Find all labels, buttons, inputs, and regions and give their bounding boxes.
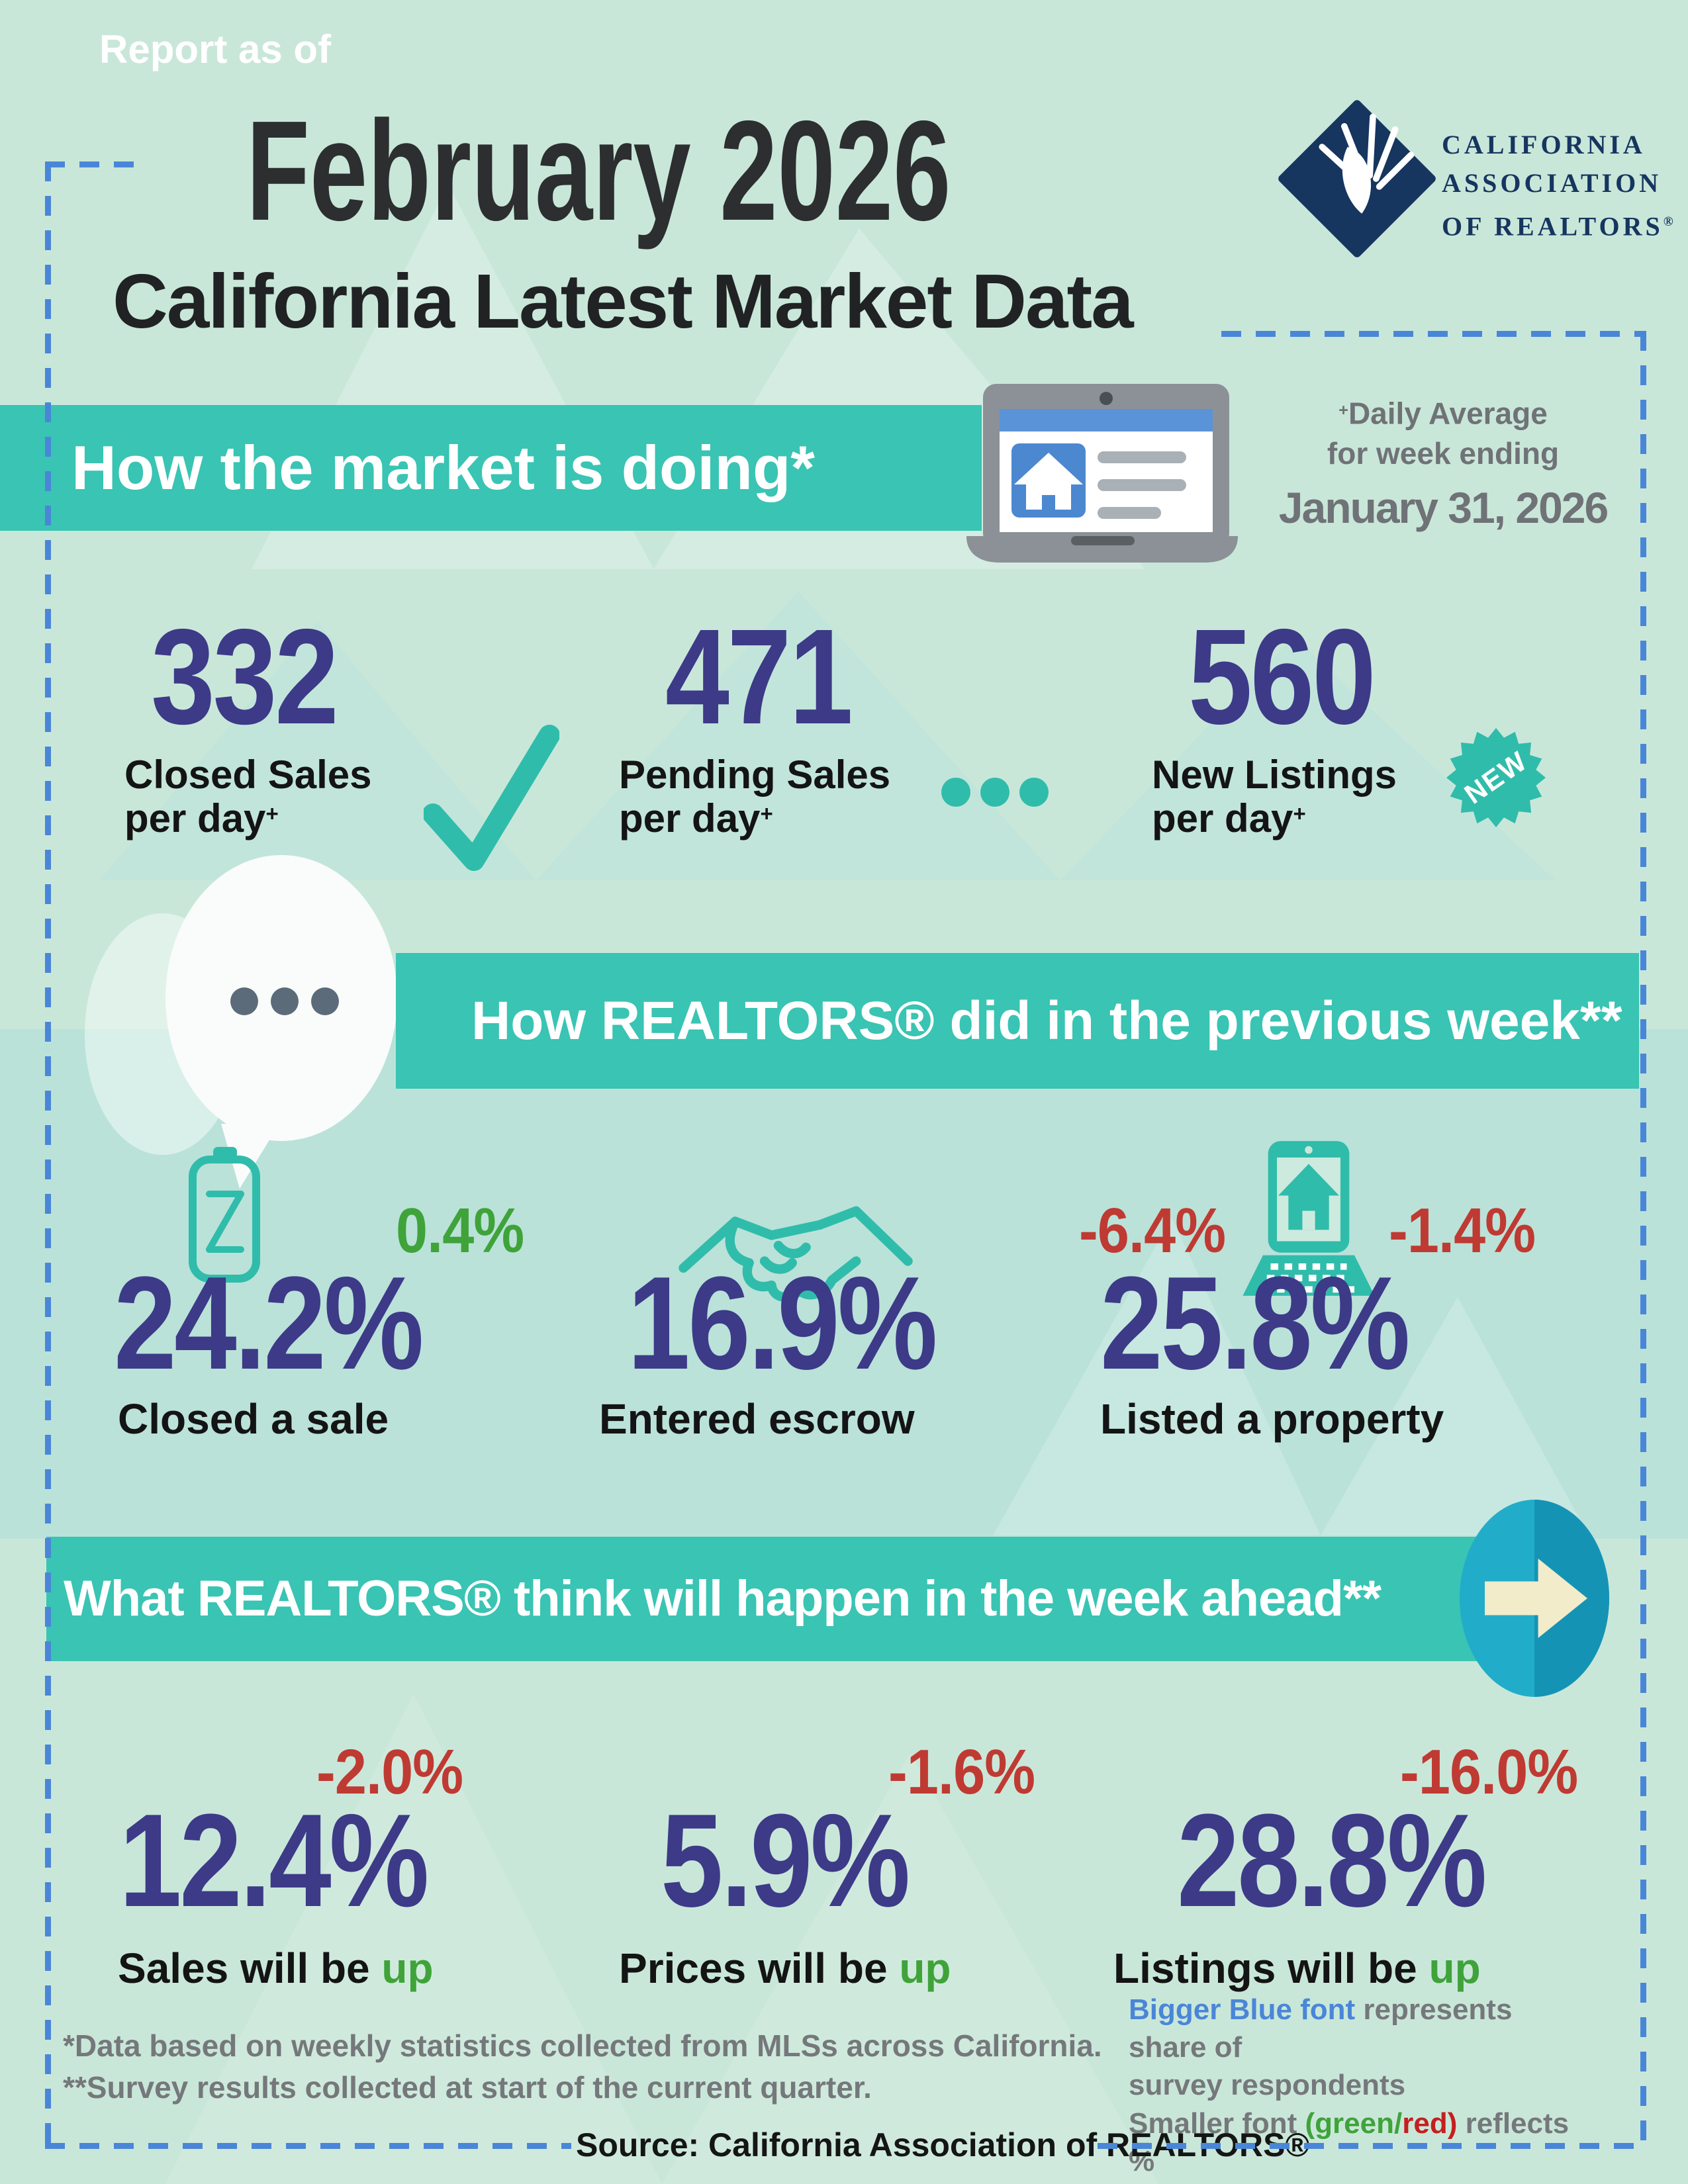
legend-red-part: red) <box>1402 2107 1458 2140</box>
month-title: February 2026 <box>246 91 951 250</box>
closed-sale-label: Closed a sale <box>118 1395 389 1443</box>
page-title: California Latest Market Data <box>113 258 1134 344</box>
legend-line1: Bigger Blue font represents share of <box>1129 1993 1513 2064</box>
daily-average-date: January 31, 2026 <box>1278 482 1609 532</box>
car-logo-text: CALIFORNIA ASSOCIATION OF REALTORS® <box>1442 126 1677 246</box>
listings-up-change: -16.0% <box>1400 1737 1578 1807</box>
ellipsis-icon <box>941 778 1049 807</box>
entered-escrow-change: -6.4% <box>1079 1195 1226 1266</box>
legend: Bigger Blue font represents share of sur… <box>1129 1991 1592 2184</box>
new-listings-value: 560 <box>1188 601 1376 752</box>
entered-escrow-value: 16.9% <box>628 1250 937 1397</box>
border-left <box>45 161 51 2146</box>
report-as-of-label: Report as of <box>99 27 332 71</box>
closed-sales-value: 332 <box>151 601 339 752</box>
prices-up-suffix: up <box>899 1944 951 1992</box>
week-ahead-banner: What REALTORS® think will happen in the … <box>46 1537 1499 1661</box>
arrow-circle-icon <box>1460 1500 1609 1697</box>
entered-escrow-label: Entered escrow <box>599 1395 915 1443</box>
checkmark-icon <box>424 725 559 871</box>
source-label: Source: California Association of REALTO… <box>576 2126 1310 2163</box>
listed-property-label: Listed a property <box>1100 1395 1444 1443</box>
closed-sale-change: 0.4% <box>396 1195 524 1266</box>
car-logo-line2: ASSOCIATION <box>1442 168 1662 198</box>
car-logo: CALIFORNIA ASSOCIATION OF REALTORS® <box>1278 99 1673 265</box>
speech-bubble-dots-icon <box>230 987 339 1015</box>
market-banner-label: How the market is doing* <box>71 433 815 502</box>
legend-line4: change from previous quarter <box>1129 2180 1592 2184</box>
pending-sales-value: 471 <box>665 601 853 752</box>
market-banner: How the market is doing* <box>0 405 982 531</box>
sales-up-label: Sales will be up <box>118 1944 434 1992</box>
closed-sale-value: 24.2% <box>114 1250 424 1397</box>
border-bottom-left <box>45 2143 571 2149</box>
previous-week-banner-label: How REALTORS® did in the previous week** <box>471 991 1622 1051</box>
footnote-line1: *Data based on weekly statistics collect… <box>63 2028 1102 2063</box>
week-ahead-banner-label: What REALTORS® think will happen in the … <box>64 1570 1382 1627</box>
listed-property-change: -1.4% <box>1389 1195 1536 1266</box>
listings-up-label: Listings will be up <box>1113 1944 1481 1992</box>
footnotes: *Data based on weekly statistics collect… <box>63 2025 1102 2109</box>
listed-property-value: 25.8% <box>1100 1250 1410 1397</box>
laptop-house-icon <box>1243 1141 1375 1296</box>
daily-average-note: +Daily Average for week ending January 3… <box>1251 390 1635 533</box>
prices-up-value: 5.9% <box>661 1787 910 1934</box>
new-badge: NEW <box>1446 728 1546 827</box>
border-top-left-stub <box>45 161 134 167</box>
laptop-icon <box>966 384 1238 563</box>
car-logo-diamond-icon <box>1278 100 1436 257</box>
legend-green-part: (green <box>1305 2107 1394 2140</box>
border-bottom-right <box>1098 2143 1646 2149</box>
pending-sales-label: Pending Sales per day+ <box>619 752 891 841</box>
car-logo-reg: ® <box>1663 214 1677 229</box>
previous-week-banner: How REALTORS® did in the previous week** <box>396 953 1639 1089</box>
closed-sales-label: Closed Sales per day+ <box>124 752 372 841</box>
sales-up-suffix: up <box>381 1944 434 1992</box>
sales-up-value: 12.4% <box>119 1787 429 1934</box>
legend-line3: Smaller font (green/red) reflects % <box>1129 2107 1570 2177</box>
clipboard-icon <box>189 1147 260 1283</box>
legend-line2: survey respondents <box>1129 2069 1406 2102</box>
legend-blue-part: Bigger Blue font <box>1129 1993 1356 2026</box>
listings-up-suffix: up <box>1429 1944 1481 1992</box>
car-logo-line3: OF REALTORS® <box>1442 211 1677 242</box>
border-top-right <box>1221 331 1646 337</box>
daily-average-line1: +Daily Average <box>1338 396 1548 431</box>
daily-average-line2: for week ending <box>1327 435 1560 471</box>
prices-up-change: -1.6% <box>888 1737 1035 1807</box>
border-right <box>1640 331 1646 2146</box>
new-badge-label: NEW <box>1458 745 1533 810</box>
listings-up-value: 28.8% <box>1177 1787 1487 1934</box>
new-listings-label: New Listings per day+ <box>1152 752 1397 841</box>
prices-up-label: Prices will be up <box>619 1944 951 1992</box>
footnote-line2: **Survey results collected at start of t… <box>63 2070 872 2105</box>
car-logo-line1: CALIFORNIA <box>1442 130 1646 159</box>
handshake-icon <box>679 1206 913 1302</box>
sales-up-change: -2.0% <box>316 1737 463 1807</box>
